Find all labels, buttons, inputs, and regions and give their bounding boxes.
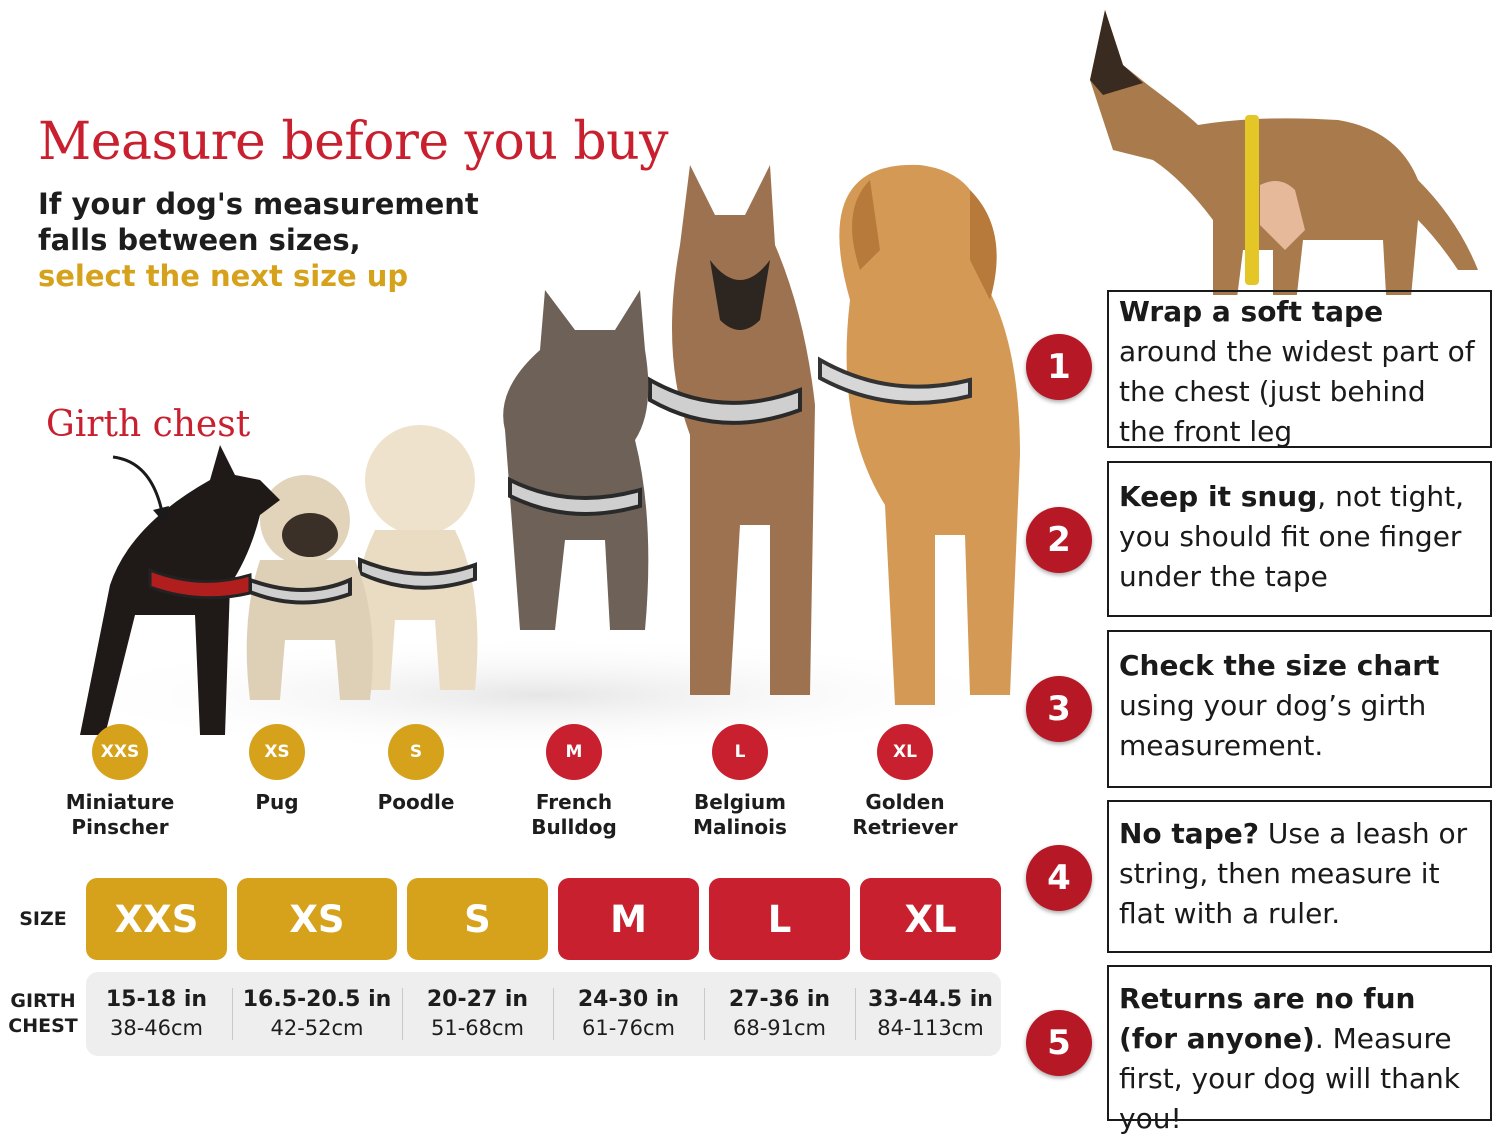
size-row-label: SIZE xyxy=(19,908,67,930)
step-1-bold: Wrap a soft tape xyxy=(1119,295,1384,328)
dog-measurement-image xyxy=(1090,10,1478,295)
size-badge: L xyxy=(712,724,768,780)
breed-name-line-1: Belgium xyxy=(694,790,786,814)
step-number-4: 4 xyxy=(1026,845,1092,911)
breed-xxs: XXS Miniature Pinscher xyxy=(50,724,190,840)
girth-row-label: GIRTH CHEST xyxy=(4,989,82,1039)
size-cell-xs: XS xyxy=(237,878,397,960)
miniature-pinscher-figure xyxy=(80,445,280,735)
girth-centimeters: 84-113cm xyxy=(877,1016,984,1040)
size-advice: If your dog's measurement falls between … xyxy=(38,186,479,294)
step-5-bold: Returns are no fun (for anyone) xyxy=(1119,982,1416,1055)
girth-inches: 24-30 in xyxy=(577,987,680,1012)
step-4-box: No tape? Use a leash or string, then mea… xyxy=(1107,800,1492,953)
step-5-box: Returns are no fun (for anyone). Measure… xyxy=(1107,965,1492,1135)
breed-name-line-1: Golden xyxy=(865,790,945,814)
poodle-figure xyxy=(352,425,478,690)
size-badge: S xyxy=(388,724,444,780)
girth-cell-m: 24-30 in 61-76cm xyxy=(558,982,699,1046)
breed-name-line-1: French xyxy=(535,790,613,814)
step-number-3: 3 xyxy=(1026,676,1092,742)
size-badge: XXS xyxy=(92,724,148,780)
step-2-bold: Keep it snug xyxy=(1119,480,1318,513)
breed-name-line-2: Malinois xyxy=(693,815,787,839)
breed-name-line-1: Poodle xyxy=(377,790,455,814)
french-bulldog-figure xyxy=(503,290,649,630)
breed-m: M French Bulldog xyxy=(504,724,644,840)
size-cell-l: L xyxy=(709,878,850,960)
step-number-2: 2 xyxy=(1026,507,1092,573)
size-cell-xl: XL xyxy=(860,878,1001,960)
golden-retriever-figure xyxy=(818,164,1020,706)
advice-highlight: select the next size up xyxy=(38,259,409,293)
girth-cell-xl: 33-44.5 in 84-113cm xyxy=(860,982,1001,1046)
girth-centimeters: 51-68cm xyxy=(430,1016,525,1040)
step-1-text: around the widest part of the chest (jus… xyxy=(1119,335,1475,448)
step-1-box: Wrap a soft tape around the widest part … xyxy=(1107,290,1492,448)
step-3-text: using your dog’s girth measurement. xyxy=(1119,689,1427,762)
divider xyxy=(704,988,705,1040)
girth-centimeters: 61-76cm xyxy=(581,1016,676,1040)
girth-row xyxy=(86,972,1001,1056)
step-3-box: Check the size chart using your dog’s gi… xyxy=(1107,630,1492,788)
girth-arrow-icon xyxy=(112,455,169,524)
girth-inches: 15-18 in xyxy=(105,987,208,1012)
step-number-5: 5 xyxy=(1026,1010,1092,1076)
breed-name-line-2: Pinscher xyxy=(71,815,169,839)
size-cell-m: M xyxy=(558,878,699,960)
step-2-box: Keep it snug, not tight, you should fit … xyxy=(1107,461,1492,617)
girth-chest-label: Girth chest xyxy=(46,404,251,445)
girth-label-line-1: GIRTH xyxy=(10,990,76,1012)
breed-l: L Belgium Malinois xyxy=(670,724,810,840)
girth-cell-xxs: 15-18 in 38-46cm xyxy=(86,982,227,1046)
belgian-malinois-figure xyxy=(648,165,815,695)
page-title: Measure before you buy xyxy=(38,112,669,172)
divider xyxy=(553,988,554,1040)
girth-inches: 16.5-20.5 in xyxy=(242,987,392,1012)
size-cell-xxs: XXS xyxy=(86,878,227,960)
step-2-text: , not tight, you should fit one finger u… xyxy=(1119,480,1465,593)
breed-name-line-1: Miniature xyxy=(65,790,175,814)
girth-cell-l: 27-36 in 68-91cm xyxy=(709,982,850,1046)
girth-inches: 33-44.5 in xyxy=(868,987,993,1012)
breed-xs: XS Pug xyxy=(207,724,347,815)
girth-centimeters: 42-52cm xyxy=(270,1016,364,1040)
girth-inches: 27-36 in xyxy=(728,987,831,1012)
divider xyxy=(402,988,403,1040)
divider xyxy=(232,988,233,1040)
step-5-text: . Measure first, your dog will thank you… xyxy=(1119,1022,1460,1135)
advice-line-2: falls between sizes, xyxy=(38,223,361,257)
girth-cell-xs: 16.5-20.5 in 42-52cm xyxy=(237,982,397,1046)
divider xyxy=(855,988,856,1040)
girth-inches: 20-27 in xyxy=(426,987,529,1012)
breed-name-line-1: Pug xyxy=(255,790,299,814)
step-4-bold: No tape? xyxy=(1119,817,1259,850)
breed-name-line-2: Retriever xyxy=(852,815,958,839)
size-badge: XL xyxy=(877,724,933,780)
step-number-1: 1 xyxy=(1026,334,1092,400)
pug-figure xyxy=(246,475,373,700)
step-4-text: Use a leash or string, then measure it f… xyxy=(1119,817,1468,930)
step-3-bold: Check the size chart xyxy=(1119,649,1440,682)
breed-xl: XL Golden Retriever xyxy=(835,724,975,840)
size-badge: XS xyxy=(249,724,305,780)
breed-name-line-2: Bulldog xyxy=(531,815,617,839)
dogs-lineup-image xyxy=(40,164,1020,750)
advice-line-1: If your dog's measurement xyxy=(38,187,479,221)
girth-centimeters: 38-46cm xyxy=(109,1016,204,1040)
size-cell-s: S xyxy=(407,878,548,960)
girth-label-line-2: CHEST xyxy=(8,1015,78,1037)
girth-cell-s: 20-27 in 51-68cm xyxy=(407,982,548,1046)
breed-s: S Poodle xyxy=(346,724,486,815)
size-badge: M xyxy=(546,724,602,780)
girth-centimeters: 68-91cm xyxy=(732,1016,827,1040)
